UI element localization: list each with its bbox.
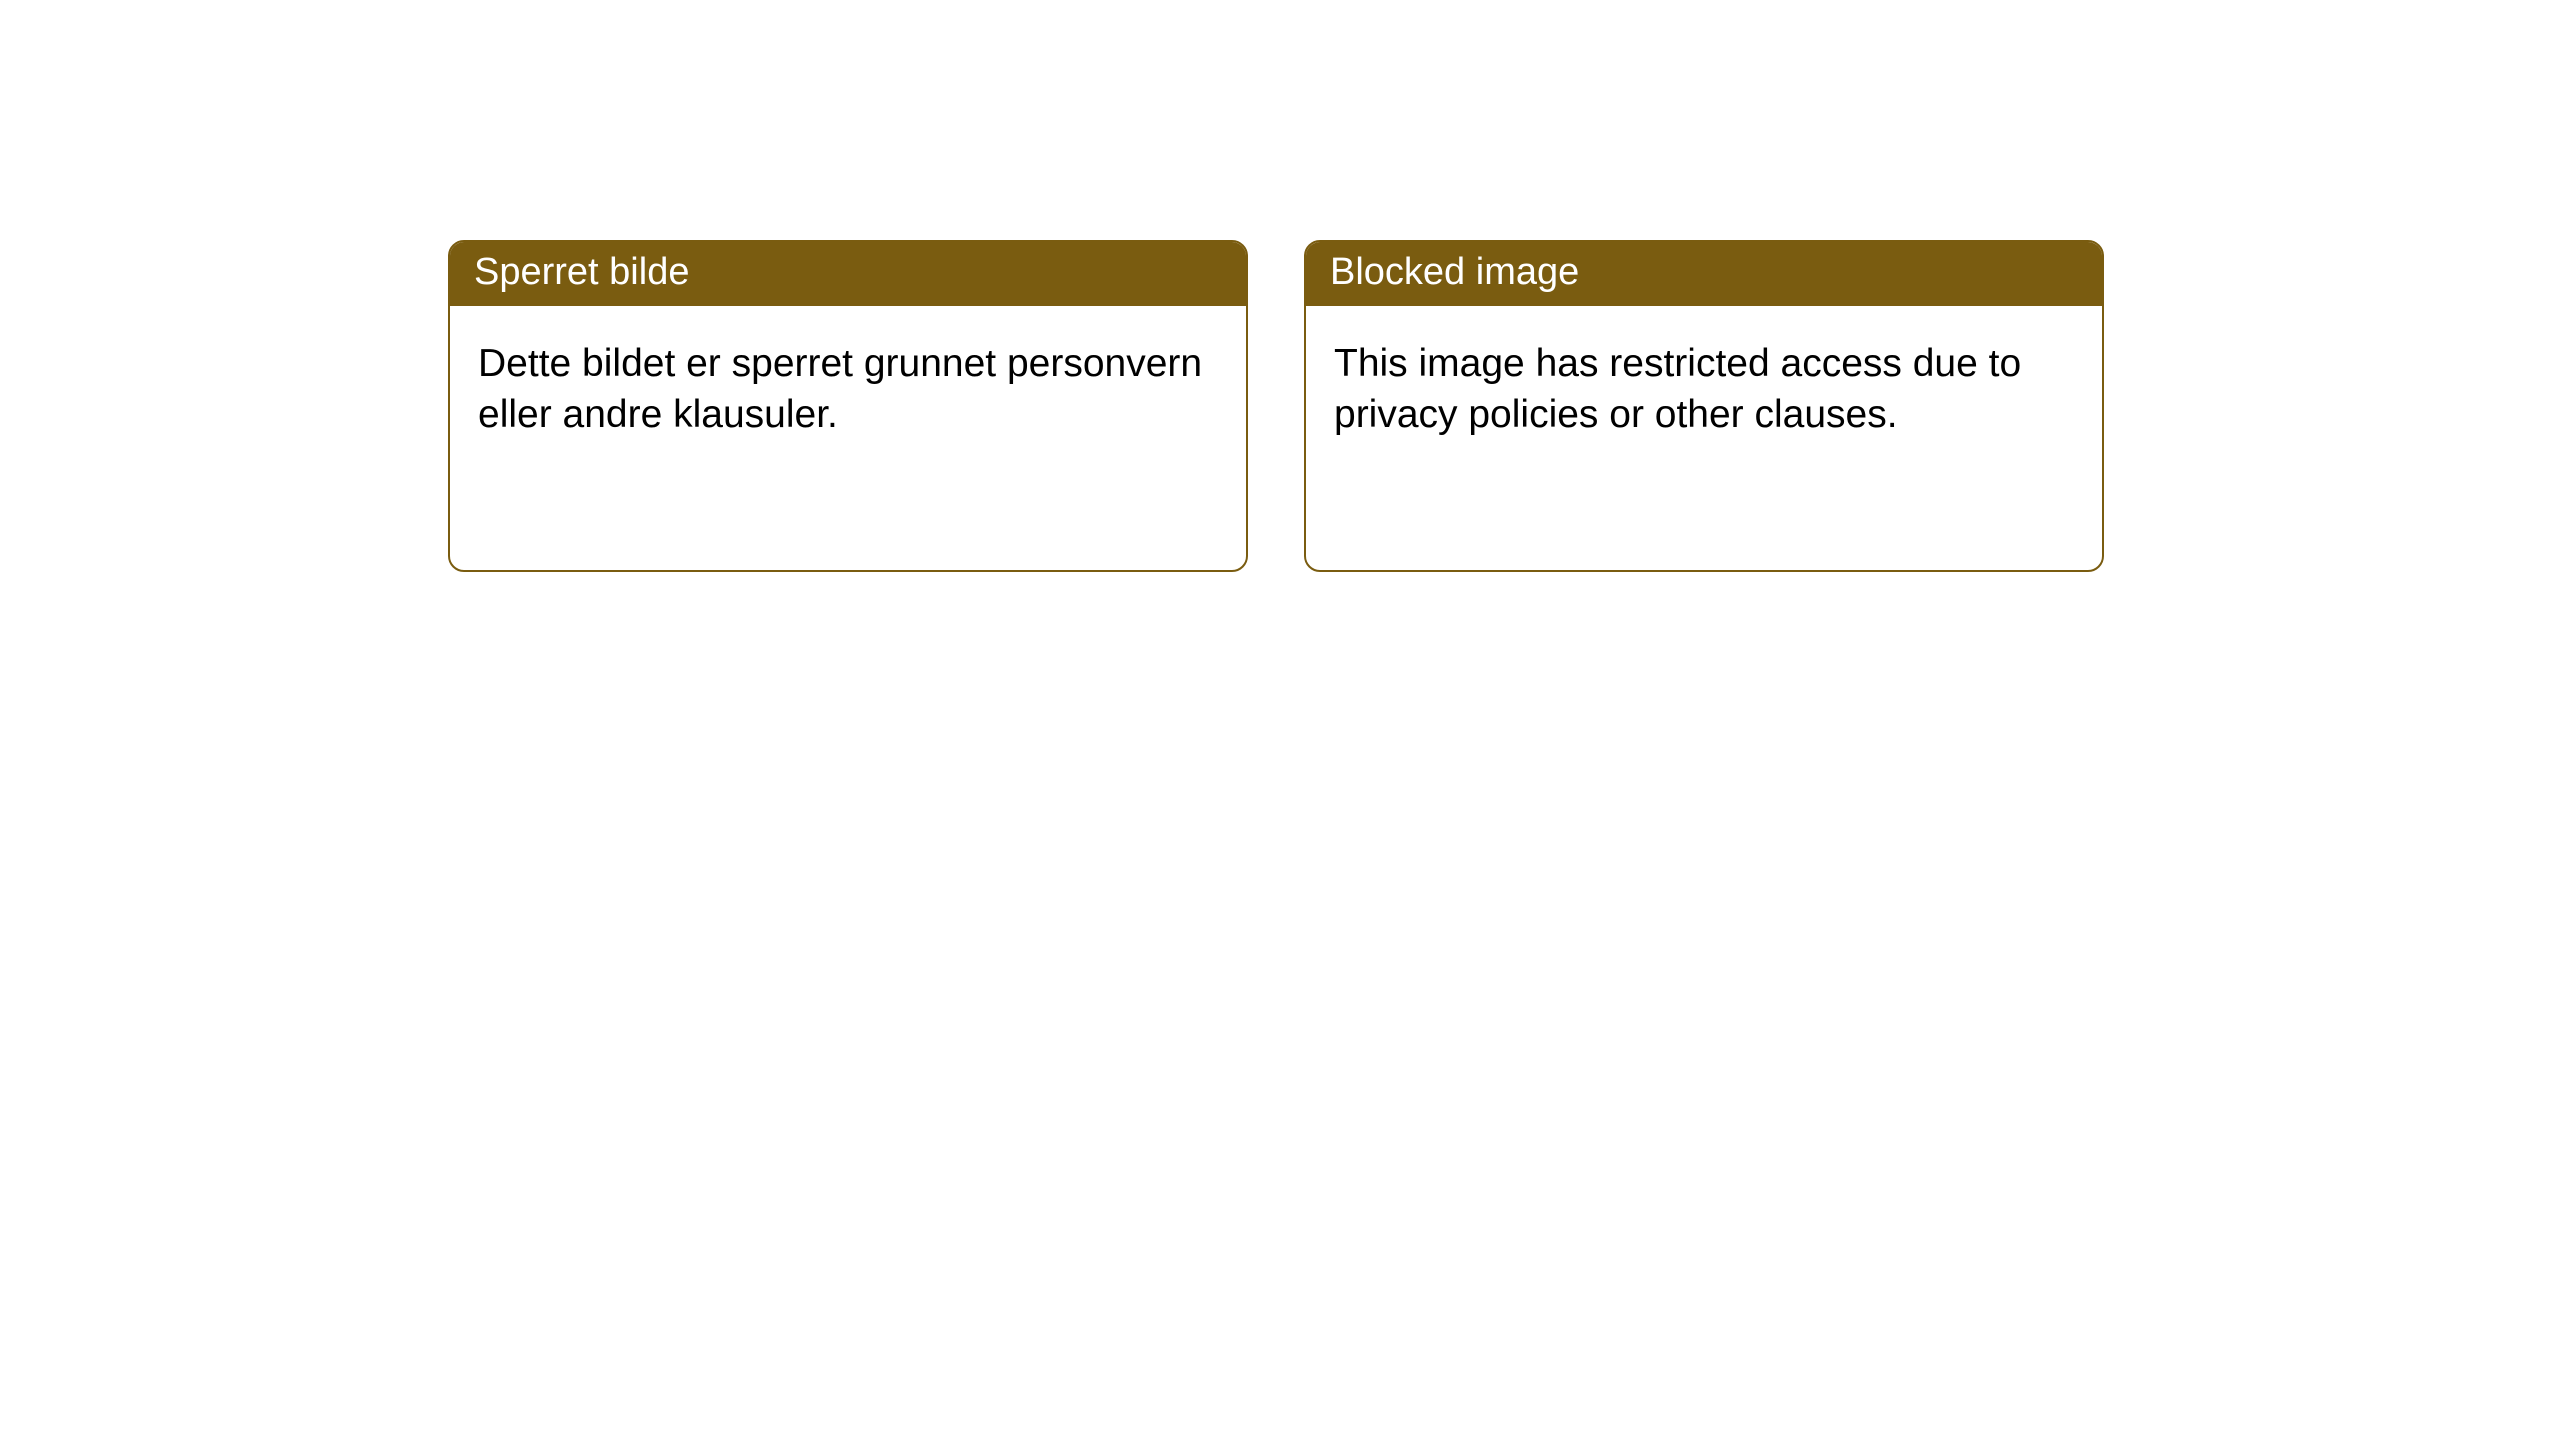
notice-box-norwegian: Sperret bilde Dette bildet er sperret gr… — [448, 240, 1248, 572]
notice-header: Sperret bilde — [450, 242, 1246, 306]
notice-body: Dette bildet er sperret grunnet personve… — [450, 306, 1246, 473]
notice-body: This image has restricted access due to … — [1306, 306, 2102, 473]
notice-box-english: Blocked image This image has restricted … — [1304, 240, 2104, 572]
notice-container: Sperret bilde Dette bildet er sperret gr… — [448, 240, 2104, 572]
notice-header: Blocked image — [1306, 242, 2102, 306]
